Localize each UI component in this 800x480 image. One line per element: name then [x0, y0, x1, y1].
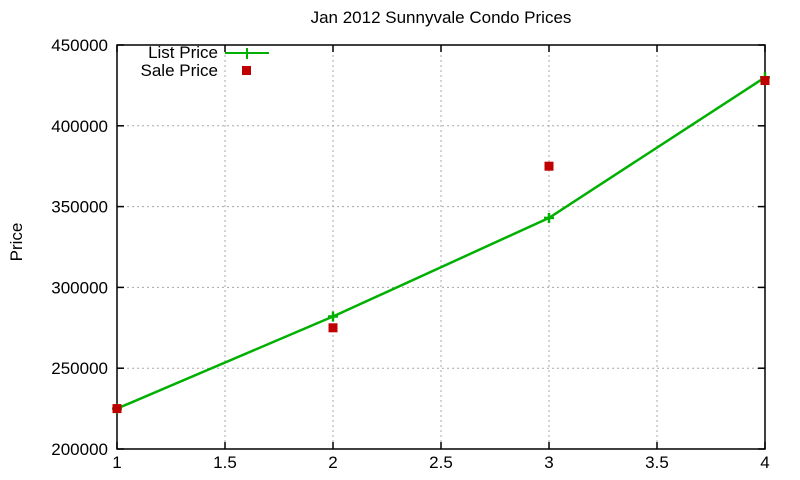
filled-square-icon — [242, 66, 251, 75]
square-marker-icon — [225, 62, 269, 80]
y-tick-label: 200000 — [51, 440, 108, 459]
x-tick-label: 2 — [328, 453, 337, 472]
legend: List Price Sale Price — [0, 44, 269, 80]
sale-price-marker — [760, 76, 770, 86]
x-tick-label: 1 — [112, 453, 121, 472]
line-plus-marker-icon — [225, 44, 269, 62]
legend-label-sale-price: Sale Price — [140, 61, 218, 80]
plus-marker-icon — [246, 48, 248, 59]
legend-label-list-price: List Price — [148, 43, 218, 62]
x-tick-label: 4 — [760, 453, 769, 472]
list-price-line — [116, 76, 766, 410]
sale-price-marker — [544, 161, 554, 171]
y-tick-label: 400000 — [51, 117, 108, 136]
sale-price-marker — [328, 323, 338, 333]
x-tick-label: 2.5 — [429, 453, 453, 472]
y-tick-label: 350000 — [51, 198, 108, 217]
y-axis-label: Price — [7, 222, 26, 262]
legend-item-list-price: List Price — [0, 44, 269, 62]
y-tick-label: 300000 — [51, 278, 108, 297]
sale-price-marker — [112, 404, 122, 414]
x-tick-label: 1.5 — [213, 453, 237, 472]
y-tick-label: 250000 — [51, 359, 108, 378]
x-tick-label: 3.5 — [645, 453, 669, 472]
x-tick-label: 3 — [544, 453, 553, 472]
chart-title: Jan 2012 Sunnyvale Condo Prices — [310, 8, 572, 27]
legend-item-sale-price: Sale Price — [0, 62, 269, 80]
y-tick-label: 450000 — [51, 36, 108, 55]
